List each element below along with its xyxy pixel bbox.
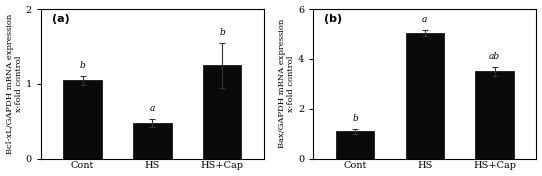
Bar [203, 65, 241, 159]
Text: a: a [150, 104, 155, 113]
Bar [475, 71, 514, 159]
Text: b: b [220, 28, 225, 37]
Text: a: a [422, 15, 428, 24]
Text: b: b [80, 61, 86, 70]
Text: (a): (a) [52, 14, 70, 24]
Text: b: b [352, 114, 358, 123]
Bar [405, 33, 444, 159]
Text: (b): (b) [324, 14, 343, 24]
Bar [63, 80, 102, 159]
Text: ab: ab [489, 52, 500, 61]
Y-axis label: Bax/GAPDH mRNA expression
x-fold control: Bax/GAPDH mRNA expression x-fold control [278, 19, 295, 149]
Y-axis label: Bcl-xL/GAPDH mRNA expression
x-fold control: Bcl-xL/GAPDH mRNA expression x-fold cont… [5, 14, 23, 154]
Bar [133, 123, 172, 159]
Bar [336, 131, 374, 159]
